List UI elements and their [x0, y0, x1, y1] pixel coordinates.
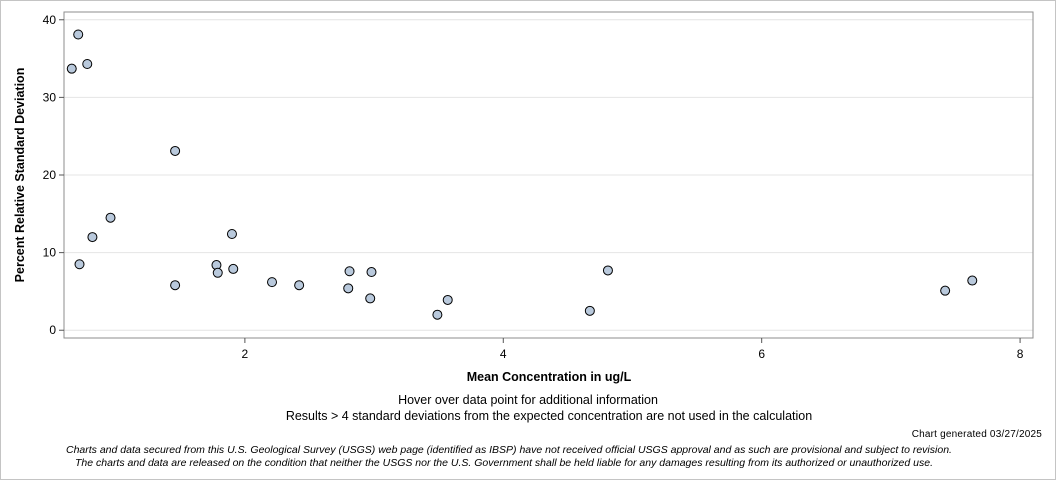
- x-tick-label: 2: [242, 347, 249, 361]
- data-point[interactable]: [432, 309, 443, 320]
- data-point[interactable]: [105, 212, 116, 223]
- data-point[interactable]: [170, 280, 181, 291]
- y-tick-label: 20: [43, 168, 57, 182]
- x-tick-label: 4: [500, 347, 507, 361]
- x-axis-title: Mean Concentration in ug/L: [467, 370, 632, 384]
- y-tick-label: 0: [49, 323, 56, 337]
- data-point[interactable]: [294, 280, 305, 291]
- data-point[interactable]: [82, 59, 93, 70]
- data-point[interactable]: [267, 277, 278, 288]
- data-point[interactable]: [343, 283, 354, 294]
- data-points: [66, 29, 978, 320]
- data-point[interactable]: [967, 275, 978, 286]
- chart-generated-date: Chart generated 03/27/2025: [911, 429, 1042, 440]
- scatter-chart: 0 10 20 30 40 2 4 6 8 Mean Concentration in ug/L…: [13, 11, 1034, 384]
- data-point[interactable]: [66, 63, 77, 74]
- grid-lines: [64, 19, 1033, 331]
- data-point[interactable]: [87, 232, 98, 243]
- x-tick-label: 8: [1017, 347, 1024, 361]
- hover-hint: Hover over data point for additional inf…: [398, 393, 658, 407]
- data-point[interactable]: [344, 266, 355, 277]
- data-point[interactable]: [74, 259, 85, 270]
- data-point[interactable]: [442, 294, 453, 305]
- axes: 0 10 20 30 40 2 4 6 8: [43, 13, 1024, 361]
- data-point[interactable]: [170, 145, 181, 156]
- disclaimer-line-2: The charts and data are released on the …: [75, 457, 933, 469]
- data-point[interactable]: [73, 29, 84, 40]
- disclaimer-line-1: Charts and data secured from this U.S. G…: [66, 444, 952, 456]
- x-tick-label: 6: [758, 347, 765, 361]
- y-axis-title: Percent Relative Standard Deviation: [13, 68, 27, 283]
- data-point[interactable]: [584, 305, 595, 316]
- data-point[interactable]: [602, 265, 613, 276]
- data-point[interactable]: [940, 285, 951, 296]
- data-point[interactable]: [228, 263, 239, 274]
- y-tick-label: 10: [43, 246, 57, 260]
- y-tick-label: 30: [43, 90, 57, 104]
- data-point[interactable]: [226, 228, 237, 239]
- data-point[interactable]: [212, 267, 223, 278]
- data-point[interactable]: [366, 267, 377, 278]
- y-tick-label: 40: [43, 13, 57, 27]
- results-note: Results > 4 standard deviations from the…: [285, 409, 813, 423]
- data-point[interactable]: [365, 293, 376, 304]
